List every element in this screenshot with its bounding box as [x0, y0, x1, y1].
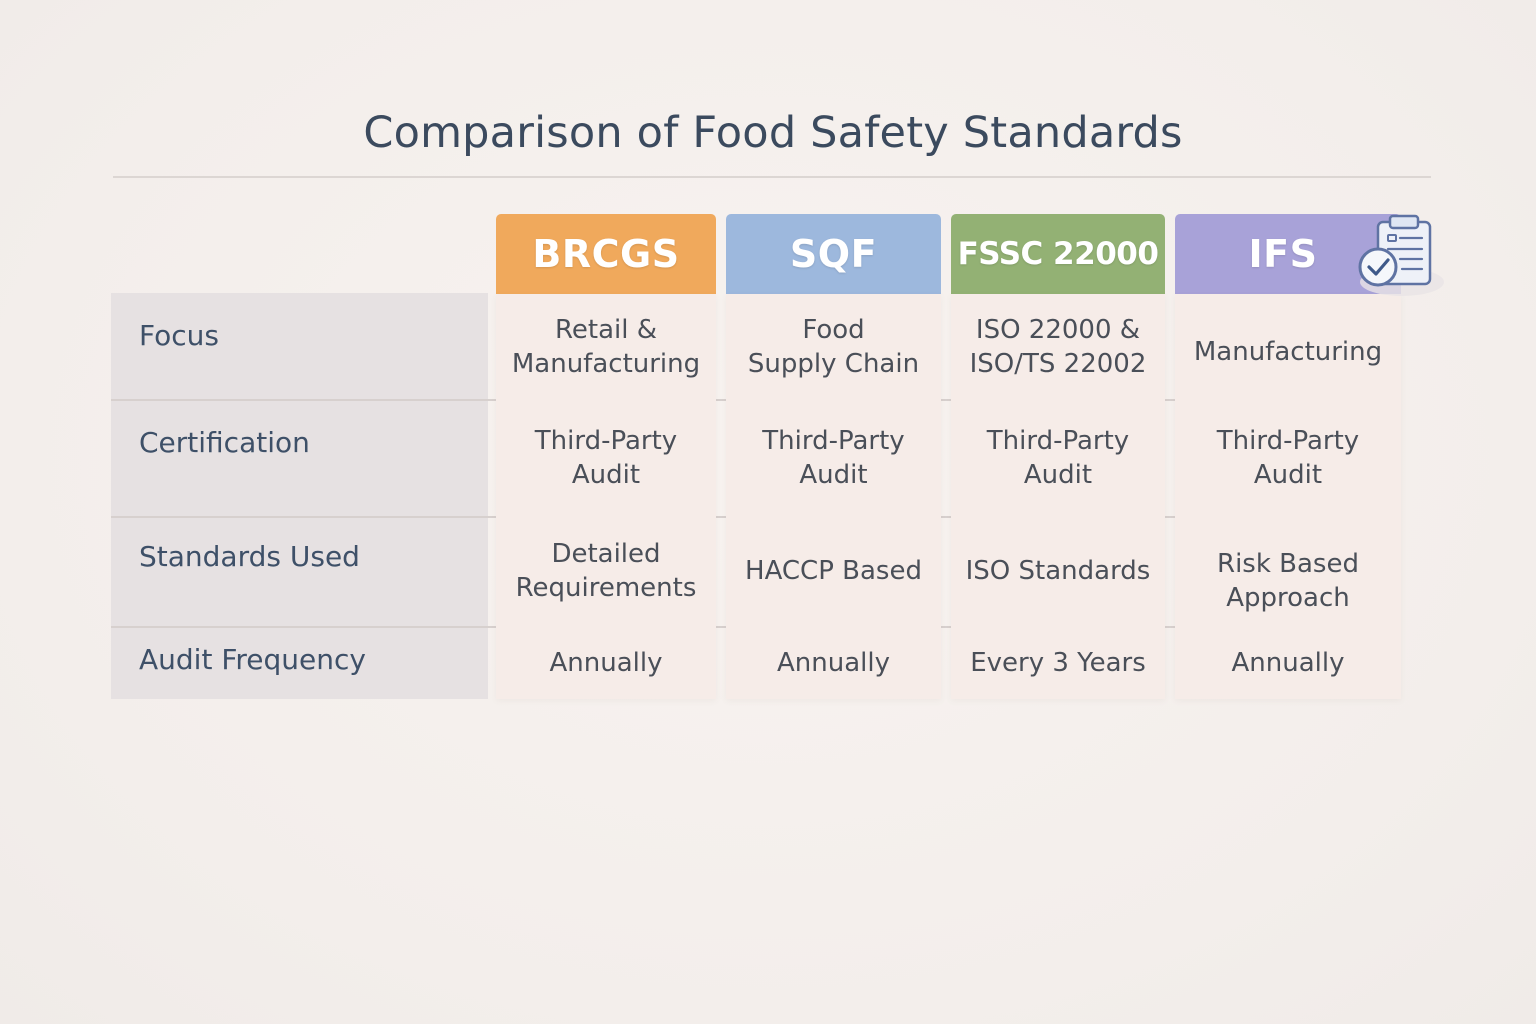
- column-body: ISO 22000 & ISO/TS 22002 Third-Party Aud…: [951, 294, 1165, 699]
- column-body: Retail & Manufacturing Third-Party Audit…: [496, 294, 716, 699]
- header-sqf: SQF: [726, 214, 941, 294]
- row-label-certification: Certification: [139, 426, 310, 459]
- cell-fssc-frequency: Every 3 Years: [970, 647, 1146, 678]
- column-body: Food Supply Chain Third-Party Audit HACC…: [726, 294, 941, 699]
- clipboard-check-icon: [1352, 208, 1446, 300]
- row-label-standards-used: Standards Used: [139, 540, 360, 573]
- title-divider: [113, 176, 1431, 178]
- cell-sqf-certification: Third-Party Audit: [762, 425, 905, 490]
- cell-sqf-focus: Food Supply Chain: [747, 314, 920, 379]
- row-label-audit-frequency: Audit Frequency: [139, 643, 366, 676]
- row-label-column: Focus Certification Standards Used Audit…: [111, 293, 488, 699]
- cell-fssc-standards: ISO Standards: [965, 556, 1151, 586]
- header-fssc-22000: FSSC 22000: [951, 214, 1165, 294]
- cell-ifs-frequency: Annually: [1231, 647, 1345, 678]
- page-title: Comparison of Food Safety Standards: [363, 108, 1183, 158]
- cell-ifs-standards: Risk Based Approach: [1217, 549, 1359, 613]
- cell-ifs-focus: Manufacturing: [1193, 337, 1383, 367]
- cell-sqf-standards: HACCP Based: [745, 556, 922, 586]
- column-body: Manufacturing Third-Party Audit Risk Bas…: [1175, 294, 1401, 699]
- cell-fssc-focus: ISO 22000 & ISO/TS 22002: [969, 314, 1147, 379]
- cell-brcgs-focus: Retail & Manufacturing: [511, 314, 701, 379]
- cell-brcgs-standards: Detailed Requirements: [515, 539, 697, 603]
- cell-sqf-frequency: Annually: [777, 647, 890, 678]
- row-label-focus: Focus: [139, 319, 219, 352]
- cell-ifs-certification: Third-Party Audit: [1216, 425, 1360, 490]
- cell-fssc-certification: Third-Party Audit: [986, 425, 1130, 490]
- cell-brcgs-certification: Third-Party Audit: [534, 425, 678, 490]
- header-brcgs: BRCGS: [496, 214, 716, 294]
- cell-brcgs-frequency: Annually: [549, 647, 663, 678]
